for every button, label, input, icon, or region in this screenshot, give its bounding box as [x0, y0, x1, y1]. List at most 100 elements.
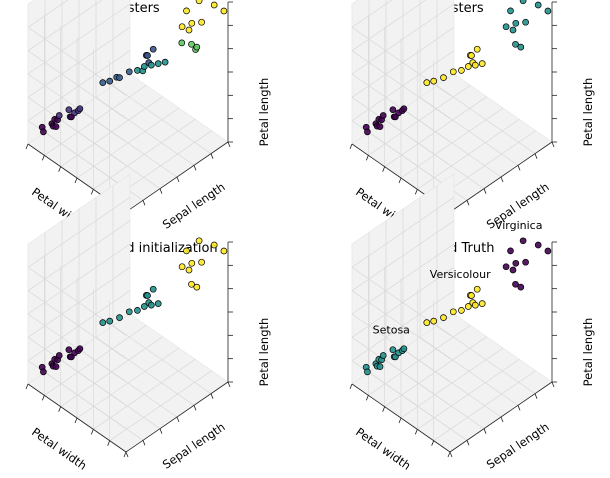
data-point [178, 39, 186, 47]
data-point [178, 263, 186, 271]
data-point [99, 319, 107, 326]
y-tick [500, 176, 504, 183]
data-point [430, 77, 438, 85]
data-point [522, 18, 529, 26]
data-point [534, 1, 542, 9]
data-point [185, 266, 193, 274]
grid-lines [27, 185, 212, 441]
y-tick [176, 416, 180, 423]
x-tick [41, 155, 45, 161]
y-tick [210, 153, 214, 159]
data-point [55, 112, 63, 119]
y-tick [517, 405, 521, 411]
data-point [40, 128, 47, 136]
x-tick [447, 451, 451, 458]
data-point [140, 63, 148, 70]
data-point [449, 308, 457, 316]
data-point [188, 19, 196, 27]
data-point [522, 258, 529, 266]
x-tick [365, 395, 369, 401]
data-point [188, 280, 195, 288]
data-point [149, 285, 157, 293]
x-axis-label: Petal width [29, 425, 89, 473]
data-point [379, 112, 387, 119]
x-tick [414, 189, 418, 195]
data-point [125, 68, 133, 76]
x-tick [90, 189, 94, 195]
data-point [195, 0, 203, 5]
data-point [65, 106, 73, 114]
y-tick [466, 200, 470, 206]
x-axis-label: Petal width [353, 425, 413, 473]
data-point [125, 308, 133, 316]
annotation-label: Versicolour [430, 268, 491, 281]
x-tick [349, 383, 353, 390]
x-tick [382, 166, 386, 172]
data-point [193, 283, 201, 291]
data-point [376, 363, 384, 370]
data-point [478, 300, 486, 307]
data-point [99, 79, 107, 86]
x-tick [365, 155, 369, 161]
y-tick [551, 141, 555, 148]
y-tick [176, 176, 180, 183]
data-point [473, 45, 481, 53]
y-tick [551, 381, 555, 388]
data-point [544, 247, 552, 255]
data-point [449, 68, 457, 76]
data-point [478, 60, 486, 67]
data-point [106, 317, 114, 325]
data-point [473, 285, 481, 293]
y-tick [517, 165, 521, 171]
data-point [161, 58, 169, 66]
data-point [188, 259, 196, 267]
x-tick [123, 451, 127, 458]
data-point [458, 307, 465, 314]
data-point [154, 300, 162, 307]
data-point [188, 40, 195, 48]
x-tick [414, 429, 418, 435]
data-point [379, 352, 387, 359]
data-point [471, 61, 479, 69]
data-point [55, 352, 63, 359]
data-point [193, 43, 201, 51]
x-tick [74, 177, 78, 184]
x-tick [349, 143, 353, 150]
data-point [507, 7, 514, 15]
data-point [376, 123, 384, 130]
data-point [423, 79, 431, 86]
data-point [464, 63, 472, 70]
data-point [517, 283, 525, 291]
z-axis-label: Petal length [257, 78, 271, 147]
data-point [183, 247, 190, 255]
data-point [210, 241, 218, 249]
y-axis-label: Sepal length [160, 420, 228, 472]
x-tick [90, 429, 94, 435]
data-point [52, 363, 60, 370]
data-point [76, 345, 84, 353]
x-tick [74, 417, 78, 424]
data-point [178, 23, 186, 31]
y-tick [483, 428, 487, 434]
data-point [534, 241, 542, 249]
axis-lines [25, 241, 233, 458]
annotation-label: Setosa [373, 324, 410, 337]
data-point [509, 26, 517, 34]
data-point [468, 52, 475, 59]
data-point [512, 40, 519, 48]
data-point [183, 7, 190, 15]
annotation-label: Virginica [495, 219, 543, 232]
y-tick [193, 165, 197, 171]
y-tick [534, 393, 538, 399]
data-point [471, 301, 479, 309]
data-point [502, 263, 510, 271]
y-axis-label: Sepal length [484, 420, 552, 472]
data-point [220, 247, 228, 255]
grid-lines [351, 185, 536, 441]
y-tick [227, 141, 231, 148]
z-axis-label: Petal length [581, 78, 595, 147]
